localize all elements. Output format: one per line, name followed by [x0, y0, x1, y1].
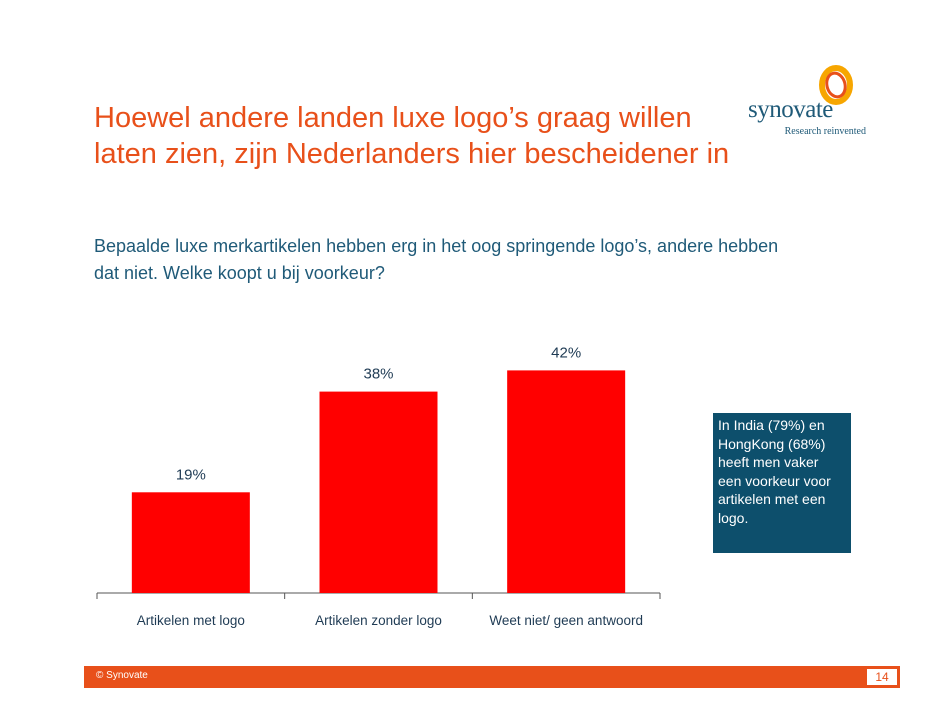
bar: [507, 370, 626, 593]
logo-tagline: Research reinvented: [784, 126, 866, 137]
slide-subtitle: Bepaalde luxe merkartikelen hebben erg i…: [94, 236, 779, 283]
bar-data-label: 38%: [363, 366, 393, 383]
category-label: Artikelen met logo: [137, 613, 245, 628]
category-label: Artikelen zonder logo: [315, 613, 442, 628]
callout-box: In India (79%) en HongKong (68%) heeft m…: [713, 413, 851, 553]
bar-data-label: 42%: [551, 344, 581, 361]
logo-wordmark: synovate: [748, 96, 833, 123]
bar-data-label: 19%: [176, 466, 206, 483]
footer-copyright: © Synovate: [96, 670, 148, 681]
slide-title: Hoewel andere landen luxe logo’s graag w…: [94, 102, 730, 170]
bar: [319, 391, 438, 593]
footer-bar: [84, 666, 900, 688]
page-number-box: 14: [866, 668, 898, 686]
category-label: Weet niet/ geen antwoord: [489, 613, 643, 628]
page-number: 14: [875, 670, 889, 684]
bar: [131, 492, 250, 593]
synovate-logo: synovate Research reinvented: [748, 64, 866, 144]
synovate-ring-logo-icon: [819, 65, 853, 105]
bar-chart: 19% Artikelen met logo 38% Artikelen zonder…: [96, 344, 661, 628]
